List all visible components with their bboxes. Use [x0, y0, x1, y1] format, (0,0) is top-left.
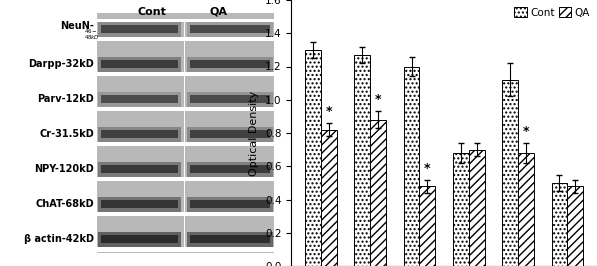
Bar	[101, 200, 179, 209]
Bar	[187, 22, 272, 36]
Bar	[469, 149, 485, 266]
Bar	[101, 95, 179, 103]
Bar	[370, 120, 386, 266]
Bar	[189, 165, 270, 173]
Text: *: *	[523, 125, 529, 138]
Text: Cont: Cont	[138, 7, 167, 17]
Bar	[552, 183, 567, 266]
Bar	[189, 235, 270, 243]
Bar	[502, 80, 518, 266]
Bar	[97, 107, 274, 111]
Text: β actin-42kD: β actin-42kD	[24, 234, 94, 244]
Bar	[101, 25, 179, 33]
Text: $^{46-}_{48kD}$: $^{46-}_{48kD}$	[84, 27, 100, 42]
Bar	[355, 55, 370, 266]
Bar	[97, 142, 274, 146]
Bar	[518, 153, 534, 266]
Bar	[97, 13, 274, 253]
Bar	[189, 25, 270, 33]
Bar	[99, 57, 181, 72]
Bar	[101, 60, 179, 68]
Bar	[189, 95, 270, 103]
Bar	[189, 130, 270, 138]
Text: *: *	[375, 93, 381, 106]
Bar	[187, 162, 272, 177]
Bar	[97, 212, 274, 217]
Bar	[97, 72, 274, 76]
Text: Cr-31.5kD: Cr-31.5kD	[39, 129, 94, 139]
Bar	[305, 50, 321, 266]
Legend: Cont, QA: Cont, QA	[512, 5, 592, 20]
Bar	[189, 200, 270, 209]
Bar	[189, 60, 270, 68]
Text: QA: QA	[210, 7, 227, 17]
Bar	[97, 36, 274, 41]
Text: *: *	[424, 161, 430, 174]
Bar	[567, 186, 583, 266]
Bar	[97, 247, 274, 252]
Bar	[97, 19, 274, 22]
Bar	[97, 177, 274, 181]
Bar	[101, 235, 179, 243]
Bar	[404, 66, 420, 266]
Bar	[99, 127, 181, 142]
Bar	[453, 153, 469, 266]
Text: NeuN-: NeuN-	[60, 21, 94, 31]
Bar	[321, 130, 337, 266]
Bar	[420, 186, 435, 266]
Text: ChAT-68kD: ChAT-68kD	[35, 200, 94, 209]
Bar	[187, 127, 272, 142]
Bar	[99, 92, 181, 107]
Bar	[99, 197, 181, 212]
Bar	[101, 165, 179, 173]
Bar	[99, 232, 181, 247]
Text: Parv-12kD: Parv-12kD	[38, 94, 94, 104]
Text: Darpp-32kD: Darpp-32kD	[28, 59, 94, 69]
Bar	[99, 162, 181, 177]
Bar	[99, 22, 181, 36]
Text: *: *	[325, 105, 332, 118]
Bar	[187, 92, 272, 107]
Bar	[187, 232, 272, 247]
Bar	[187, 197, 272, 212]
Text: NPY-120kD: NPY-120kD	[34, 164, 94, 174]
Bar	[101, 130, 179, 138]
Y-axis label: Optical Density: Optical Density	[250, 90, 259, 176]
Bar	[187, 57, 272, 72]
